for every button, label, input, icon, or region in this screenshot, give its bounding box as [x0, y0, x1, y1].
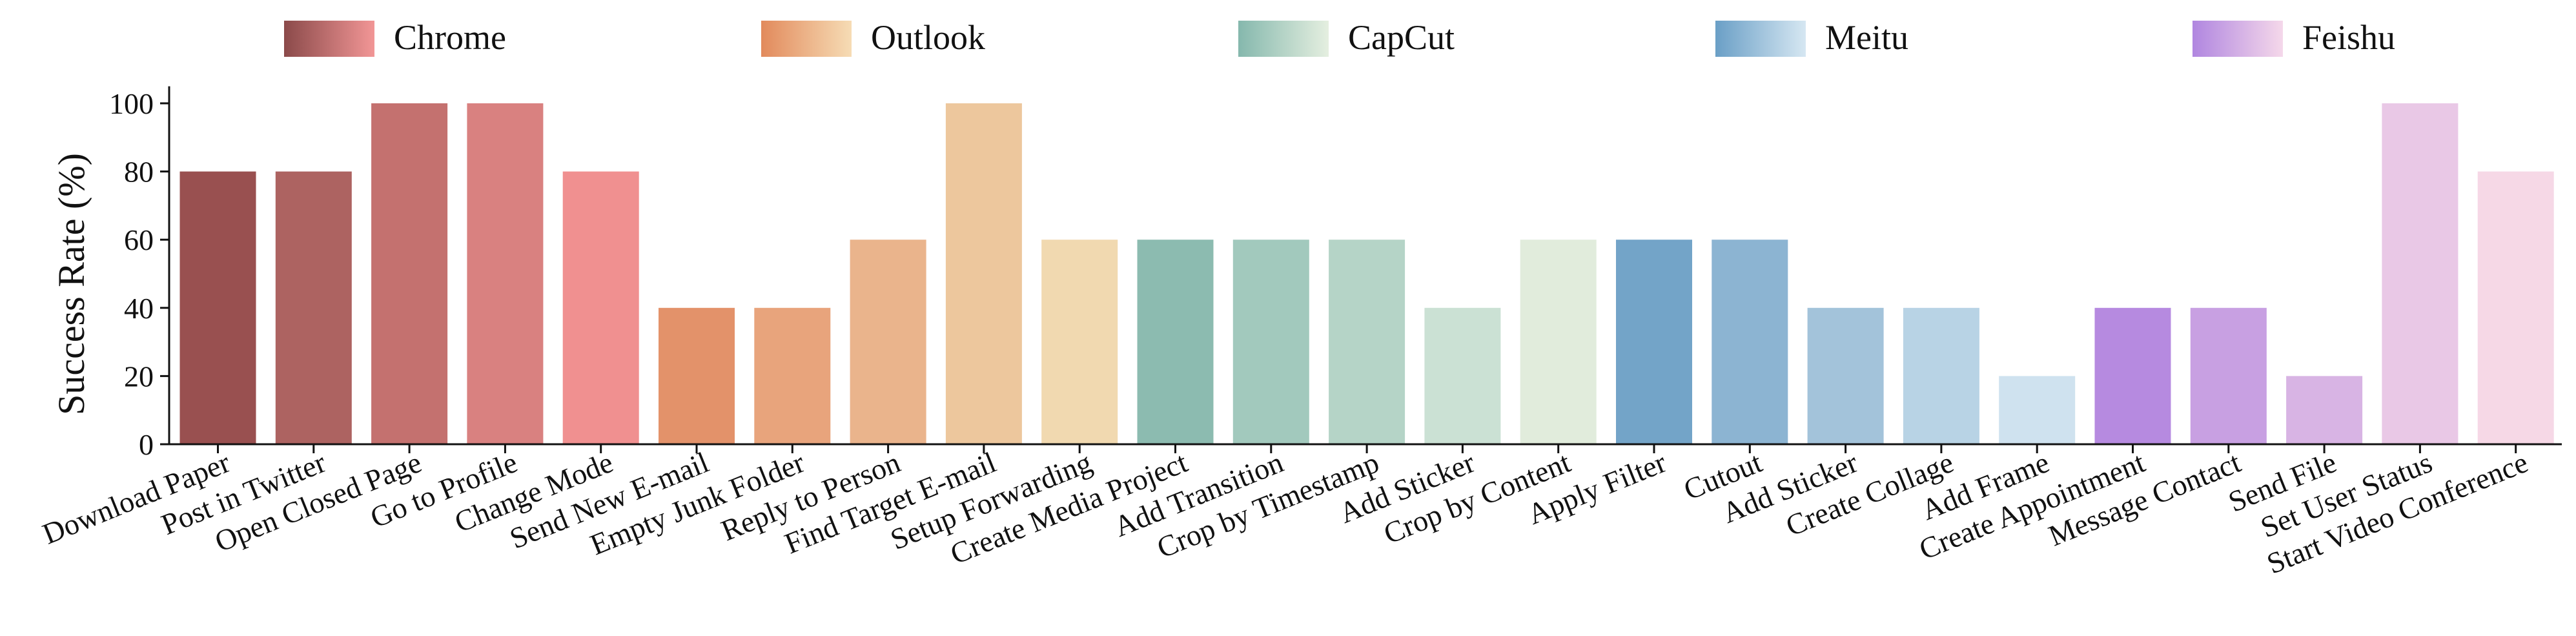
- bar-open-closed-page-2: [371, 103, 448, 444]
- bar-setup-forwarding-9: [1041, 240, 1118, 444]
- bar-add-transition-11: [1232, 240, 1309, 444]
- y-tick-label-40: 40: [124, 292, 154, 325]
- bar-send-file-22: [2286, 376, 2363, 444]
- bar-message-contact-21: [2190, 307, 2267, 444]
- bar-crop-by-content-14: [1520, 240, 1597, 444]
- legend-item-feishu: Feishu: [2193, 18, 2395, 57]
- legend-swatch: [1715, 21, 1806, 57]
- legend: Chrome Outlook CapCut Meitu Feishu: [284, 18, 2395, 57]
- y-tick-label-60: 60: [124, 223, 154, 256]
- bar-find-target-e-mail-8: [945, 103, 1022, 444]
- bar-cutout-16: [1712, 240, 1788, 444]
- bar-create-media-project-10: [1137, 240, 1214, 444]
- y-axis-label: Success Rate (%): [50, 153, 92, 415]
- bar-crop-by-timestamp-12: [1329, 240, 1406, 444]
- bar-create-collage-18: [1903, 307, 1979, 444]
- bar-change-mode-4: [562, 171, 639, 444]
- bar-add-sticker-13: [1424, 307, 1501, 444]
- legend-label: Chrome: [394, 18, 506, 57]
- bar-create-appointment-20: [2094, 307, 2171, 444]
- legend-swatch: [761, 21, 852, 57]
- bar-add-sticker-17: [1807, 307, 1884, 444]
- y-tick-label-0: 0: [139, 428, 154, 461]
- bar-post-in-twitter-1: [275, 171, 352, 444]
- legend-item-capcut: CapCut: [1238, 18, 1455, 57]
- y-tick-label-80: 80: [124, 156, 154, 189]
- bar-go-to-profile-3: [467, 103, 544, 444]
- legend-item-chrome: Chrome: [284, 18, 506, 57]
- legend-item-meitu: Meitu: [1715, 18, 1908, 57]
- legend-item-outlook: Outlook: [761, 18, 985, 57]
- bar-set-user-status-23: [2382, 103, 2458, 444]
- y-tick-label-20: 20: [124, 360, 154, 393]
- y-tick-label-100: 100: [109, 87, 154, 120]
- legend-label: CapCut: [1348, 18, 1455, 57]
- bar-start-video-conference-24: [2477, 171, 2554, 444]
- y-axis: 0 20 40 60 80 100: [109, 86, 170, 461]
- bar-apply-filter-15: [1616, 240, 1692, 444]
- bar-download-paper-0: [179, 171, 256, 444]
- bar-add-frame-19: [1999, 376, 2076, 444]
- bar-send-new-e-mail-5: [659, 307, 735, 444]
- legend-swatch: [284, 21, 374, 57]
- legend-label: Outlook: [871, 18, 985, 57]
- legend-label: Feishu: [2302, 18, 2395, 57]
- bar-empty-junk-folder-6: [754, 307, 831, 444]
- legend-swatch: [2193, 21, 2283, 57]
- bars: [179, 103, 2554, 444]
- legend-swatch: [1238, 21, 1329, 57]
- bar-reply-to-person-7: [850, 240, 926, 444]
- legend-label: Meitu: [1825, 18, 1908, 57]
